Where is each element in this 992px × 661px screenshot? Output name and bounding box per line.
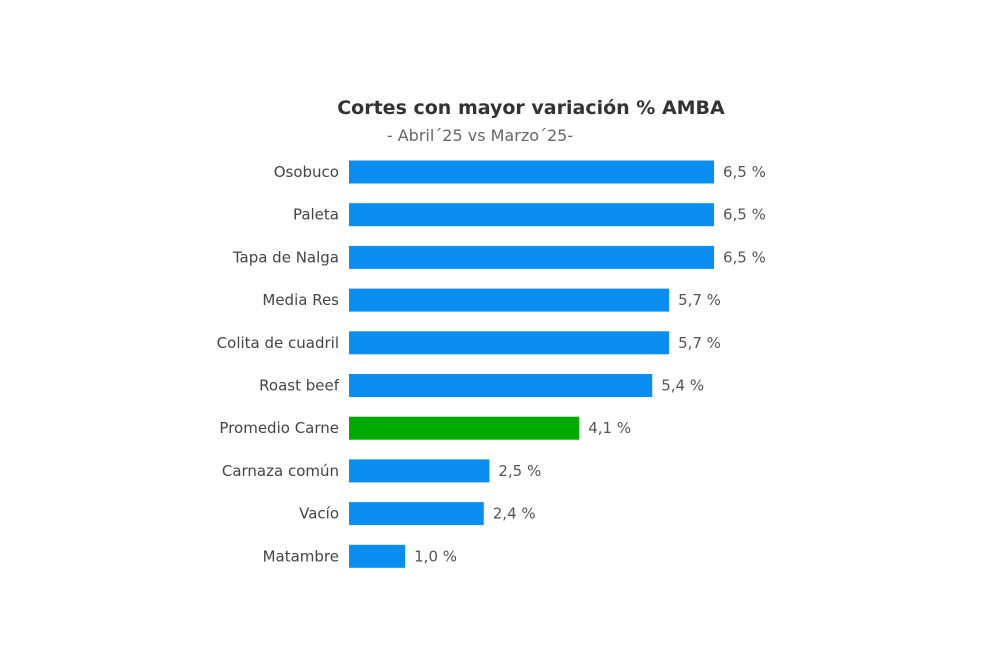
value-label: 4,1 % — [588, 419, 631, 437]
category-label: Roast beef — [259, 377, 340, 395]
bar-2 — [349, 245, 714, 269]
value-label: 1,0 % — [414, 547, 457, 565]
category-label: Tapa de Nalga — [232, 248, 339, 266]
bar-0 — [349, 160, 714, 184]
value-label: 2,5 % — [498, 462, 541, 480]
bar-5 — [349, 374, 653, 397]
category-label: Paleta — [293, 206, 339, 224]
category-label: Matambre — [263, 547, 339, 565]
category-label: Promedio Carne — [219, 419, 339, 437]
value-label: 5,7 % — [678, 334, 721, 352]
chart-subtitle: - Abril´25 vs Marzo´25- — [387, 126, 573, 145]
value-label: 5,7 % — [678, 291, 721, 309]
category-label: Carnaza común — [222, 462, 339, 480]
category-label: Vacío — [299, 505, 339, 523]
category-label: Colita de cuadril — [217, 334, 339, 352]
bar-1 — [349, 203, 714, 227]
value-label: 2,4 % — [493, 505, 536, 523]
bar-8 — [349, 502, 484, 526]
category-label: Media Res — [262, 291, 339, 309]
value-label: 6,5 % — [723, 163, 766, 181]
bar-9 — [349, 544, 406, 568]
bar-7 — [349, 459, 490, 483]
value-label: 6,5 % — [723, 248, 766, 266]
value-label: 5,4 % — [661, 377, 704, 395]
bar-4 — [349, 331, 670, 355]
chart-title: Cortes con mayor variación % AMBA — [337, 97, 725, 119]
category-label: Osobuco — [274, 163, 339, 181]
bar-6 — [349, 416, 580, 440]
bar-3 — [349, 288, 670, 312]
value-label: 6,5 % — [723, 206, 766, 224]
